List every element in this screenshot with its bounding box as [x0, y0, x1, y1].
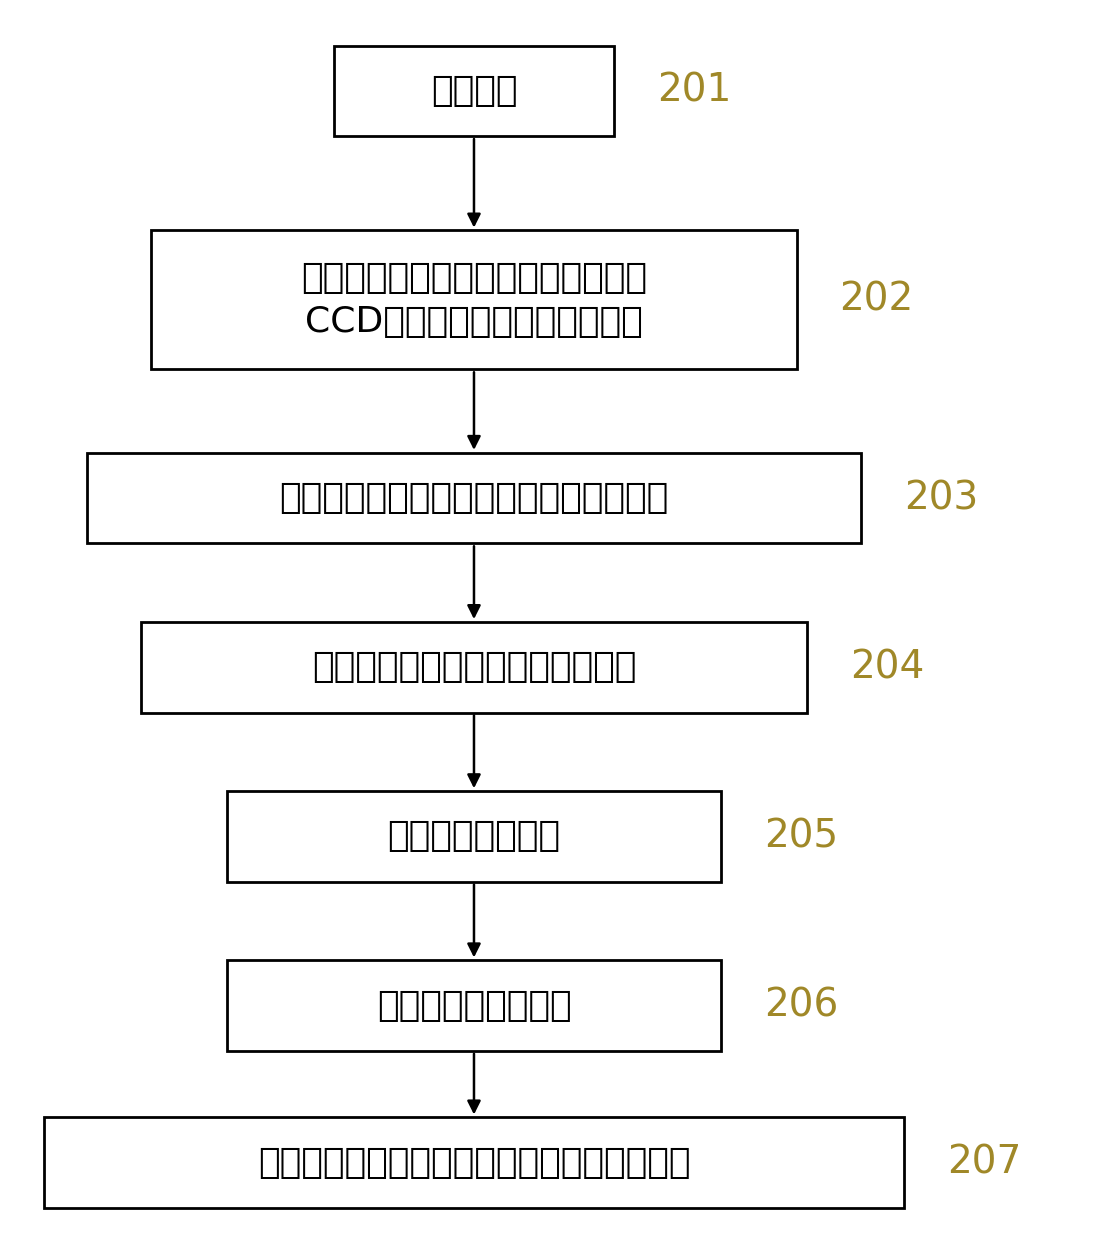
FancyBboxPatch shape [226, 961, 721, 1051]
FancyBboxPatch shape [151, 231, 796, 370]
FancyBboxPatch shape [141, 621, 808, 713]
FancyBboxPatch shape [334, 46, 614, 136]
FancyBboxPatch shape [226, 792, 721, 882]
FancyBboxPatch shape [87, 453, 861, 544]
Text: 提取图像的特征参数: 提取图像的特征参数 [376, 989, 571, 1022]
Text: 通过计算机记录好数据并对图像进行处理: 通过计算机记录好数据并对图像进行处理 [279, 481, 669, 515]
Text: 204: 204 [850, 649, 924, 687]
Text: 把试剂条放入本装置的光照箱中通过
CCD相机和图像采集卡采集图像: 把试剂条放入本装置的光照箱中通过 CCD相机和图像采集卡采集图像 [301, 260, 647, 339]
Text: 材料准备: 材料准备 [431, 74, 517, 107]
Text: 203: 203 [904, 480, 978, 517]
FancyBboxPatch shape [44, 1117, 904, 1208]
Text: 206: 206 [764, 986, 839, 1025]
Text: 将采集的彩色图像转换为灰度图像: 将采集的彩色图像转换为灰度图像 [311, 650, 636, 684]
Text: 202: 202 [840, 281, 914, 319]
Text: 201: 201 [656, 72, 731, 110]
Text: 对采集的图像增强: 对采集的图像增强 [388, 820, 560, 853]
Text: 205: 205 [764, 817, 839, 856]
Text: 代入神经网络识别模型判断磺胺类药物的浓度: 代入神经网络识别模型判断磺胺类药物的浓度 [258, 1145, 690, 1180]
Text: 207: 207 [948, 1144, 1021, 1181]
